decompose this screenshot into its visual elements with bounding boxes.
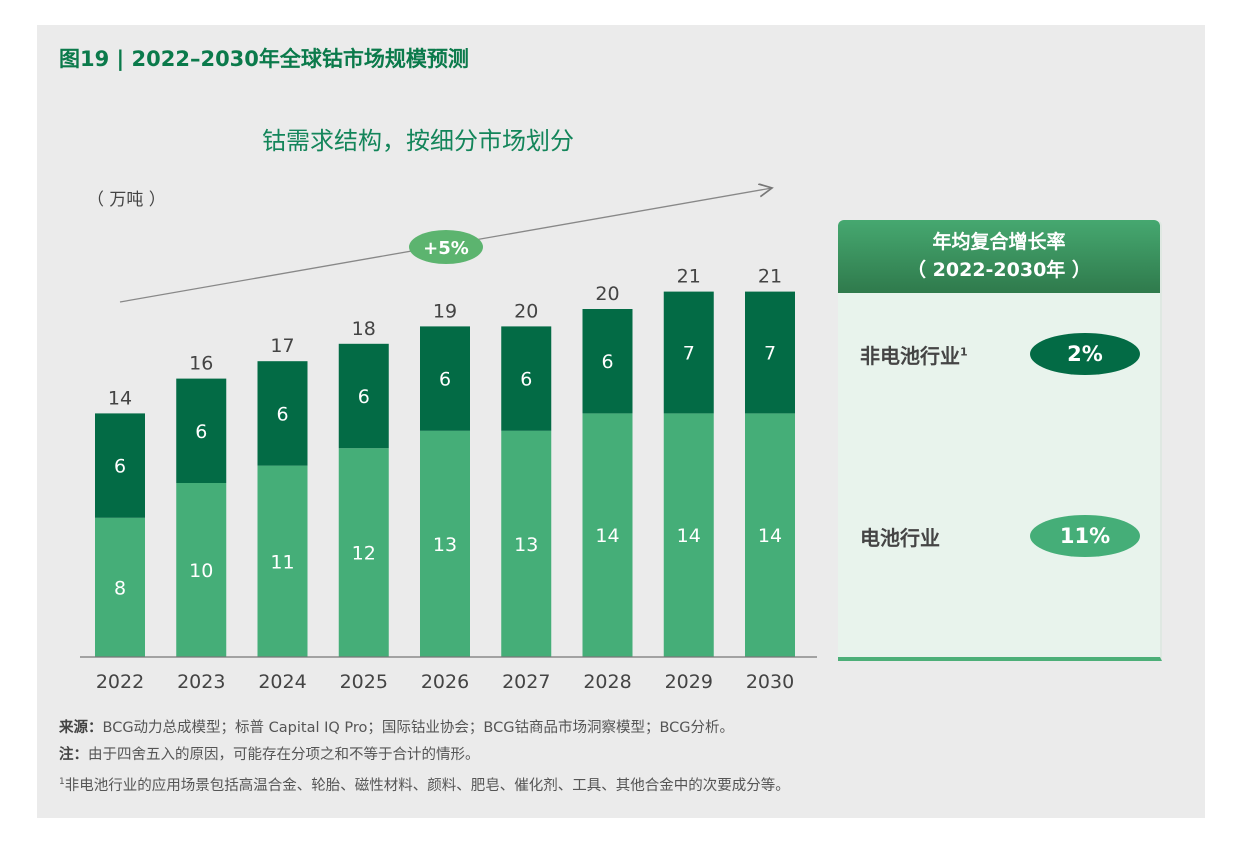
bar-total-label: 14	[108, 387, 132, 409]
bar-segment-battery	[420, 430, 470, 657]
bar-value-label: 10	[189, 560, 213, 582]
source-note: 来源：BCG动力总成模型；标普 Capital IQ Pro；国际钴业协会；BC…	[59, 720, 735, 736]
bar-segment-battery	[257, 465, 308, 657]
x-tick-label: 2023	[177, 671, 225, 693]
bar-total-label: 17	[270, 335, 294, 357]
bar-total-label: 19	[433, 300, 457, 322]
bar-segment-non-battery	[420, 326, 470, 431]
figure-card: 图19 | 2022–2030年全球钴市场规模预测 钴需求结构，按细分市场划分 …	[37, 25, 1205, 818]
cagr-annotation: +5%	[409, 230, 483, 264]
bar-total-label: 20	[514, 300, 538, 322]
rounding-note: 注：由于四舍五入的原因，可能存在分项之和不等于合计的情形。	[59, 747, 480, 763]
figure-title: 图19 | 2022–2030年全球钴市场规模预测	[59, 47, 469, 71]
cagr-panel-title: 年均复合增长率	[932, 231, 1066, 253]
bar-segment-battery	[582, 413, 633, 657]
x-tick-label: 2030	[746, 671, 794, 693]
x-tick-label: 2028	[583, 671, 631, 693]
bar-segment-battery	[745, 413, 795, 657]
y-axis-unit: （ 万吨 ）	[87, 190, 166, 210]
cagr-value-non-battery: 2%	[1030, 333, 1140, 375]
bar-segment-battery	[663, 413, 714, 657]
bar-segment-battery	[501, 430, 552, 657]
bar-value-label: 6	[439, 369, 451, 391]
annotation-pill	[409, 230, 483, 264]
cagr-panel-header: 年均复合增长率 （ 2022-2030年 ）	[838, 220, 1160, 293]
bar-value-label: 14	[677, 525, 701, 547]
bar-value-label: 13	[514, 534, 538, 556]
bar-value-label: 6	[276, 403, 288, 425]
bar-segment-non-battery	[338, 343, 389, 449]
bar-value-label: 6	[358, 386, 370, 408]
bar-value-label: 6	[114, 456, 126, 478]
bar-segment-non-battery	[176, 378, 227, 483]
bar-segment-non-battery	[257, 361, 308, 466]
bar-total-label: 21	[677, 266, 701, 288]
bar-total-label: 16	[189, 353, 213, 375]
bar-segment-non-battery	[663, 291, 714, 414]
bar-value-label: 7	[683, 343, 695, 365]
bar-segment-battery	[95, 517, 145, 657]
bar-segment-non-battery	[501, 326, 552, 431]
bar-total-label: 20	[595, 283, 619, 305]
bar-value-label: 14	[758, 525, 782, 547]
cagr-label-non-battery: 非电池行业1	[860, 344, 968, 368]
bar-segment-battery	[338, 448, 389, 657]
bar-total-label: 21	[758, 266, 782, 288]
notes: 来源：BCG动力总成模型；标普 Capital IQ Pro；国际钴业协会；BC…	[59, 715, 790, 800]
bar-value-label: 8	[114, 577, 126, 599]
bar-total-label: 18	[352, 318, 376, 340]
x-tick-label: 2024	[258, 671, 306, 693]
x-tick-label: 2029	[665, 671, 713, 693]
bar-value-label: 11	[270, 551, 294, 573]
stacked-bar-chart: +5% 8 6 14 2022 10 6 16 2023 11 6 17 2024 12 6 18 2025 1…	[80, 25, 817, 693]
bar-value-label: 13	[433, 534, 457, 556]
x-tick-label: 2025	[340, 671, 388, 693]
cagr-panel-period: （ 2022-2030年 ）	[907, 259, 1091, 281]
footnote: 1非电池行业的应用场景包括高温合金、轮胎、磁性材料、颜料、肥皂、催化剂、工具、其…	[59, 777, 790, 794]
bar-value-label: 12	[352, 543, 376, 565]
x-tick-label: 2027	[502, 671, 550, 693]
annotation-label: +5%	[423, 238, 469, 259]
x-tick-label: 2022	[96, 671, 144, 693]
cagr-panel: 年均复合增长率 （ 2022-2030年 ） 非电池行业1 2% 电池行业 11…	[838, 220, 1162, 661]
bar-segment-battery	[176, 483, 227, 657]
bar-value-label: 7	[764, 343, 776, 365]
chart-title: 钴需求结构，按细分市场划分	[262, 127, 574, 155]
bar-segment-non-battery	[95, 413, 145, 518]
bar-value-label: 6	[195, 421, 207, 443]
bar-value-label: 6	[520, 369, 532, 391]
bar-segment-non-battery	[745, 291, 795, 414]
x-tick-label: 2026	[421, 671, 469, 693]
bar-segment-non-battery	[582, 309, 633, 414]
cagr-label-battery: 电池行业	[860, 526, 940, 550]
cagr-value-battery: 11%	[1030, 515, 1140, 557]
bar-value-label: 6	[601, 351, 613, 373]
bar-value-label: 14	[595, 525, 619, 547]
